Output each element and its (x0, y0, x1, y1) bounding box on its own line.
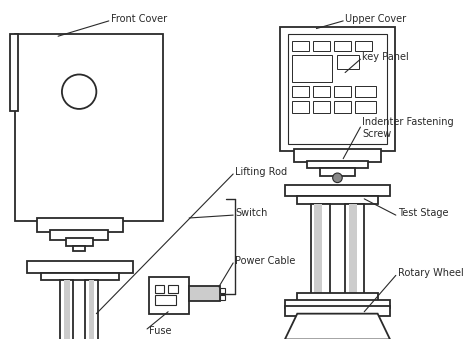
Bar (60, 280, 73, 347)
Text: Lifting Rod: Lifting Rod (235, 167, 287, 177)
Bar (334, 86, 351, 98)
Bar (312, 86, 330, 98)
Bar (149, 277, 189, 314)
Circle shape (333, 173, 342, 183)
Text: Screw: Screw (362, 129, 392, 139)
Bar (285, 300, 390, 308)
Bar (64, 280, 70, 347)
Text: Test Stage: Test Stage (398, 208, 448, 218)
Text: Switch: Switch (235, 208, 267, 218)
Bar (314, 204, 322, 295)
Bar (292, 86, 309, 98)
Bar (89, 280, 94, 347)
Bar (220, 288, 225, 293)
Bar (10, 34, 18, 111)
Bar (41, 272, 119, 280)
Bar (334, 41, 351, 51)
Polygon shape (285, 314, 390, 339)
Text: Fuse: Fuse (149, 326, 172, 336)
Text: Upper Cover: Upper Cover (345, 14, 406, 24)
Bar (312, 41, 330, 51)
Bar (312, 101, 330, 113)
Bar (285, 306, 390, 315)
Bar (85, 280, 98, 347)
Bar (355, 101, 376, 113)
Bar (292, 56, 332, 82)
Bar (345, 204, 364, 295)
Bar (320, 168, 355, 176)
Text: key Panel: key Panel (362, 52, 409, 62)
Bar (292, 41, 309, 51)
Bar (355, 41, 372, 51)
Bar (307, 161, 368, 168)
Text: Indenter Fastening: Indenter Fastening (362, 117, 454, 127)
Bar (27, 261, 133, 272)
Bar (37, 218, 123, 232)
Bar (285, 185, 390, 196)
Bar (297, 293, 378, 302)
Bar (220, 296, 225, 300)
Bar (349, 204, 356, 295)
Bar (334, 101, 351, 113)
Bar (292, 101, 309, 113)
Circle shape (62, 75, 96, 109)
Bar (168, 285, 178, 293)
Bar (288, 34, 387, 144)
Bar (310, 204, 330, 295)
Text: Rotary Wheel: Rotary Wheel (398, 269, 464, 279)
Bar (280, 27, 395, 151)
Bar (15, 34, 164, 221)
Bar (297, 196, 378, 204)
Bar (73, 246, 85, 252)
Bar (337, 56, 358, 69)
Bar (155, 296, 176, 305)
Text: Power Cable: Power Cable (235, 256, 295, 266)
Bar (294, 149, 381, 162)
Bar (66, 238, 92, 246)
Bar (355, 86, 376, 98)
Bar (155, 285, 164, 293)
Bar (189, 286, 220, 301)
Text: Front Cover: Front Cover (111, 14, 167, 24)
Bar (50, 230, 108, 240)
